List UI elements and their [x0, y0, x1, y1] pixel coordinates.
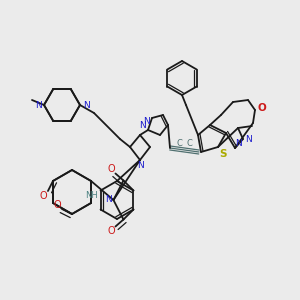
Text: N: N — [82, 100, 89, 109]
Text: N: N — [142, 116, 149, 125]
Text: S: S — [219, 149, 227, 159]
Text: N: N — [246, 134, 252, 143]
Text: C: C — [177, 140, 182, 148]
Text: N: N — [105, 196, 112, 205]
Text: N: N — [140, 122, 146, 130]
Text: O: O — [53, 200, 61, 210]
Text: NH: NH — [85, 191, 98, 200]
Text: N: N — [34, 100, 41, 109]
Text: O: O — [108, 226, 115, 236]
Text: C: C — [187, 140, 192, 148]
Text: N: N — [236, 140, 242, 148]
Text: O: O — [39, 191, 47, 201]
Text: O: O — [108, 164, 115, 173]
Text: O: O — [258, 103, 266, 113]
Text: N: N — [136, 160, 143, 169]
